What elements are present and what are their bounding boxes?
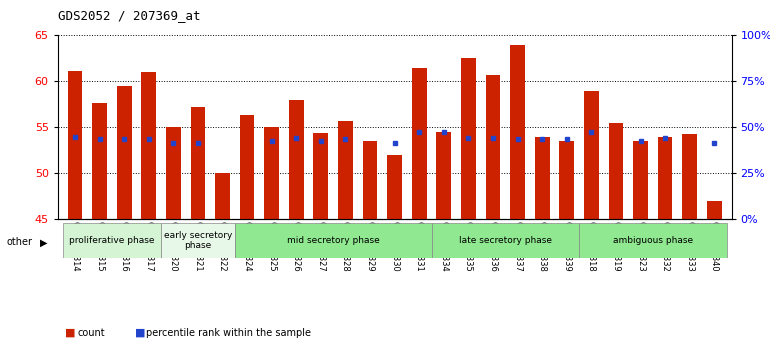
Text: percentile rank within the sample: percentile rank within the sample [146, 328, 311, 338]
Text: ■: ■ [135, 328, 146, 338]
Bar [289, 100, 303, 219]
Bar [338, 121, 353, 219]
Text: ■: ■ [65, 328, 76, 338]
Bar [142, 72, 156, 219]
Bar [584, 91, 599, 219]
Text: late secretory phase: late secretory phase [459, 236, 552, 245]
Bar [92, 103, 107, 219]
Bar [579, 223, 727, 258]
Bar [313, 133, 328, 219]
Text: other: other [6, 238, 32, 247]
Bar [239, 115, 254, 219]
Bar [608, 123, 623, 219]
Bar [166, 127, 181, 219]
Bar [682, 134, 697, 219]
Bar [264, 127, 279, 219]
Text: ▶: ▶ [40, 238, 48, 247]
Bar [559, 141, 574, 219]
Text: GDS2052 / 207369_at: GDS2052 / 207369_at [58, 9, 200, 22]
Text: mid secretory phase: mid secretory phase [286, 236, 380, 245]
Text: count: count [77, 328, 105, 338]
Bar [412, 68, 427, 219]
Bar [117, 86, 132, 219]
Bar [633, 141, 648, 219]
Text: proliferative phase: proliferative phase [69, 236, 155, 245]
Bar [68, 71, 82, 219]
Bar [511, 45, 525, 219]
Text: early secretory
phase: early secretory phase [164, 231, 232, 250]
Bar [461, 58, 476, 219]
Bar [535, 137, 550, 219]
Bar [62, 223, 161, 258]
Bar [190, 107, 206, 219]
Bar [161, 223, 235, 258]
Bar [431, 223, 579, 258]
Bar [363, 141, 377, 219]
Bar [235, 223, 431, 258]
Bar [707, 201, 721, 219]
Bar [387, 155, 402, 219]
Bar [658, 137, 672, 219]
Bar [215, 173, 230, 219]
Text: ambiguous phase: ambiguous phase [613, 236, 693, 245]
Bar [486, 75, 500, 219]
Bar [437, 132, 451, 219]
